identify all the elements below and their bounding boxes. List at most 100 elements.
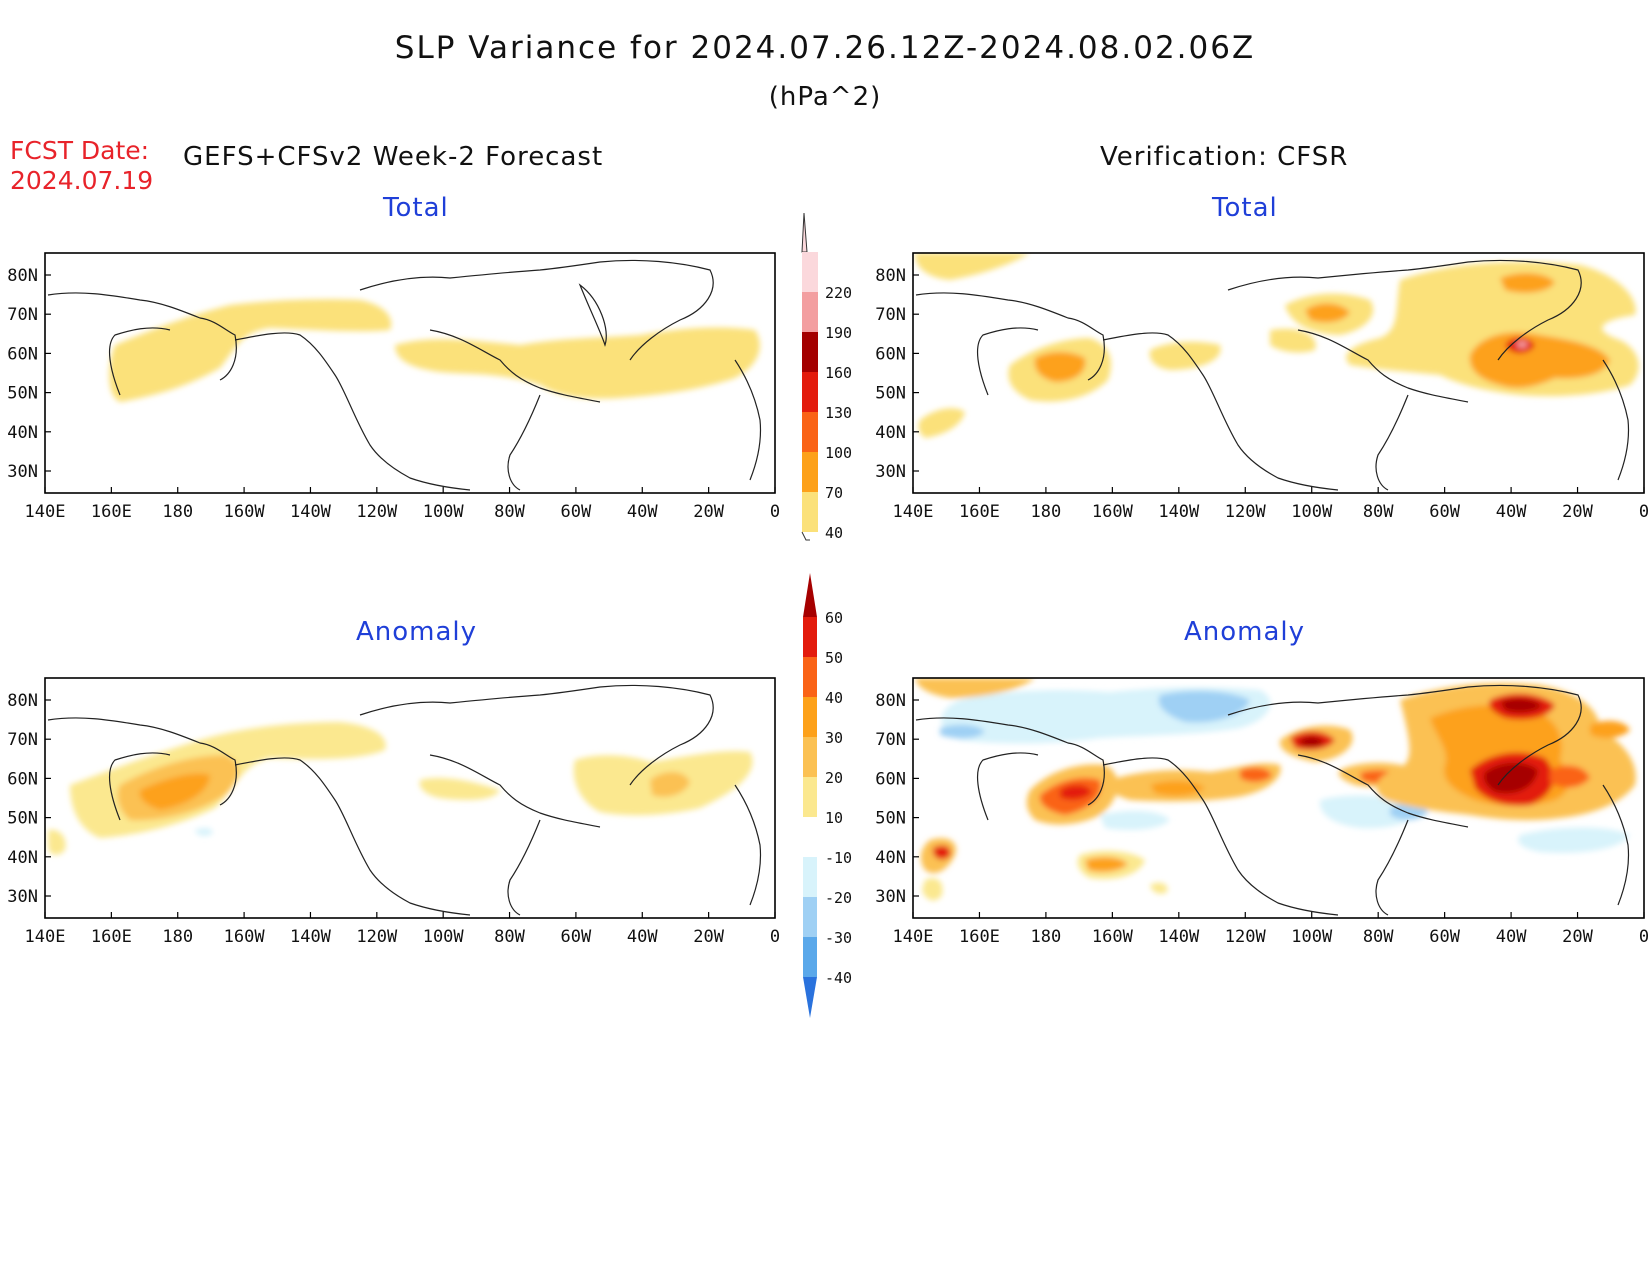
verification-anomaly-lon-label: 80W [1363,927,1394,947]
verification-anomaly-lat-label: 40N [875,848,906,868]
forecast-anomaly-lon-label: 100W [423,927,465,947]
anomaly-colorbar-bin [803,817,817,857]
verification-anomaly-lon-label: 0 [1639,927,1649,947]
verification-total-lon-label: 80W [1363,502,1394,522]
verification-total-lon-label: 20W [1562,502,1593,522]
forecast-anomaly-lon-label: 180 [162,927,193,947]
total-colorbar-label: 190 [825,324,852,342]
verification-anomaly-lon-label: 40W [1496,927,1527,947]
forecast-total-lon-label: 180 [162,502,193,522]
anomaly-colorbar-bin [803,697,817,737]
anomaly-colorbar-bin [803,777,817,817]
forecast-anomaly-lon-label: 0 [770,927,780,947]
verification-total-lon-label: 160E [959,502,1000,522]
forecast-total-lat-label: 50N [7,384,38,404]
verification-total-frame [912,252,1645,494]
forecast-anomaly-map [47,684,762,916]
verification-anomaly-lat-label: 80N [875,691,906,711]
fcst-date-value: 2024.07.19 [10,166,154,195]
forecast-anomaly-lat-label: 80N [7,691,38,711]
anomaly-colorbar-bin [803,897,817,937]
forecast-anomaly-lon-label: 60W [561,927,592,947]
anomaly-colorbar-label: 50 [825,649,843,667]
verification-anomaly-lon-label: 180 [1031,927,1062,947]
total-colorbar-top-arrow [801,212,808,253]
forecast-anomaly-lon-label: 140W [290,927,332,947]
forecast-total-lon-label: 80W [494,502,525,522]
verification-anomaly-lat-label: 70N [875,730,906,750]
forecast-anomaly-lon-label: 20W [693,927,724,947]
verification-anomaly-lat-label: 50N [875,809,906,829]
forecast-anomaly-lon-label: 140E [25,927,66,947]
anomaly-colorbar-bottom-arrow [803,977,817,1018]
forecast-anomaly-lat-label: 40N [7,848,38,868]
verification-anomaly-title: Anomaly [1184,617,1306,647]
total-colorbar-bin [802,292,818,332]
total-colorbar-bin [802,252,818,292]
forecast-total-lat-label: 70N [7,305,38,325]
anomaly-colorbar-label: 20 [825,769,843,787]
total-colorbar-bin [802,452,818,492]
verification-column-title: Verification: CFSR [1100,142,1349,172]
total-colorbar-label: 40 [825,524,843,542]
verification-total-map [915,253,1639,491]
forecast-anomaly-lat-label: 70N [7,730,38,750]
forecast-column-title: GEFS+CFSv2 Week-2 Forecast [183,142,604,172]
anomaly-colorbar-label: -10 [825,849,852,867]
fcst-date-label: FCST Date: [10,136,150,165]
forecast-anomaly-lon-label: 120W [356,927,398,947]
verification-anomaly-lat-label: 30N [875,887,906,907]
forecast-anomaly-frame [44,677,776,919]
forecast-total-lon-label: 0 [770,502,780,522]
anomaly-colorbar-label: -40 [825,969,852,987]
anomaly-colorbar-label: -20 [825,889,852,907]
forecast-anomaly-lon-label: 160W [224,927,266,947]
verification-total-lat-label: 60N [875,344,906,364]
forecast-total-frame [44,252,776,494]
verification-total-lon-label: 140E [893,502,934,522]
verification-total-lon-label: 140W [1158,502,1200,522]
verification-total-lat-label: 50N [875,384,906,404]
forecast-total-lon-label: 60W [561,502,592,522]
forecast-anomaly-lon-label: 160E [91,927,132,947]
verification-anomaly-lon-label: 160E [959,927,1000,947]
verification-anomaly-lon-label: 160W [1092,927,1134,947]
forecast-total-lon-label: 120W [356,502,398,522]
forecast-total-lon-label: 20W [693,502,724,522]
anomaly-colorbar-bin [803,657,817,697]
verification-total-lon-label: 40W [1496,502,1527,522]
total-colorbar-label: 220 [825,284,852,302]
anomaly-colorbar-bin [803,937,817,977]
forecast-anomaly-lat-label: 50N [7,809,38,829]
verification-total-lon-label: 100W [1291,502,1333,522]
verification-total-lat-label: 80N [875,266,906,286]
forecast-total-lat-label: 60N [7,344,38,364]
verification-anomaly-lat-label: 60N [875,769,906,789]
verification-total-lon-label: 60W [1429,502,1460,522]
anomaly-colorbar-label: 10 [825,809,843,827]
verification-anomaly-lon-label: 140W [1158,927,1200,947]
total-colorbar-label: 70 [825,484,843,502]
forecast-total-lon-label: 40W [627,502,658,522]
figure-title: SLP Variance for 2024.07.26.12Z-2024.08.… [394,30,1256,66]
forecast-total-lon-label: 160W [224,502,266,522]
verification-total-lat-label: 40N [875,423,906,443]
forecast-total-title: Total [383,193,449,223]
verification-total-lon-label: 0 [1639,502,1649,522]
verification-anomaly-lon-label: 60W [1429,927,1460,947]
figure-units: (hPa^2) [768,82,882,112]
anomaly-colorbar-label: 40 [825,689,843,707]
forecast-total-map [47,259,762,491]
forecast-total-lat-label: 80N [7,266,38,286]
total-colorbar-label: 130 [825,404,852,422]
total-colorbar-label: 160 [825,364,852,382]
verification-total-lon-label: 120W [1225,502,1267,522]
anomaly-colorbar-label: 30 [825,729,843,747]
forecast-anomaly-lon-label: 80W [494,927,525,947]
verification-anomaly-lon-label: 140E [893,927,934,947]
forecast-anomaly-lon-label: 40W [627,927,658,947]
verification-anomaly-lon-label: 20W [1562,927,1593,947]
total-colorbar-bin [802,492,818,532]
verification-anomaly-lon-label: 120W [1225,927,1267,947]
forecast-anomaly-lat-label: 60N [7,769,38,789]
